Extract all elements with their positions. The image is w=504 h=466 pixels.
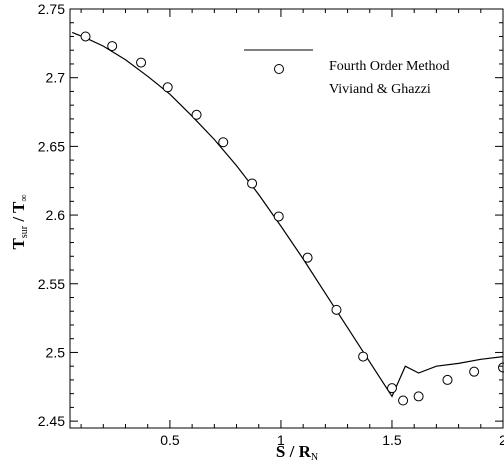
data-point-viviand-ghazzi — [80, 31, 91, 42]
data-point-viviand-ghazzi — [386, 383, 397, 394]
axes: 0.5 1 1.5 2 2.45 2.5 2.55 2.6 2.65 2.7 2.75 — [38, 1, 504, 448]
legend-marker-viviand-ghazzi — [274, 64, 284, 74]
y-tick-label: 2.7 — [46, 70, 66, 86]
x-tick-label: 1.5 — [382, 432, 402, 448]
plot-frame — [69, 8, 504, 429]
data-point-viviand-ghazzi — [358, 351, 369, 362]
x-tick-label: 2 — [499, 432, 504, 448]
y-axis-title-main1: T — [9, 237, 28, 249]
data-point-viviand-ghazzi — [218, 137, 229, 148]
y-tick-label: 2.5 — [46, 344, 66, 360]
x-axis-title: S / RN — [276, 442, 318, 463]
data-point-viviand-ghazzi — [136, 57, 147, 68]
data-point-viviand-ghazzi — [247, 178, 258, 189]
y-tick-label: 2.6 — [46, 207, 66, 223]
data-point-viviand-ghazzi — [331, 304, 342, 315]
y-axis-title-sub2: ∞ — [19, 195, 30, 202]
y-axis-title-main2: T — [9, 201, 28, 213]
y-axis-title-sub1: sur — [19, 225, 30, 238]
series-line-fourth-order-method — [71, 31, 504, 398]
data-point-viviand-ghazzi — [302, 252, 313, 263]
data-point-viviand-ghazzi — [398, 395, 409, 406]
y-tick-label: 2.45 — [38, 413, 65, 429]
x-tick-label: 0.5 — [160, 432, 180, 448]
plot-area — [71, 31, 504, 406]
y-tick-label: 2.65 — [38, 138, 65, 154]
data-point-viviand-ghazzi — [413, 391, 424, 402]
data-point-viviand-ghazzi — [107, 41, 118, 52]
y-tick-label: 2.55 — [38, 276, 65, 292]
data-point-viviand-ghazzi — [469, 366, 480, 377]
data-point-viviand-ghazzi — [162, 82, 173, 93]
y-axis-title: Tsur / T∞ — [9, 195, 30, 250]
y-axis-title-sep: / — [9, 213, 28, 226]
y-tick-label: 2.75 — [38, 1, 65, 17]
data-point-viviand-ghazzi — [273, 211, 284, 222]
x-axis-title-sub: N — [311, 452, 318, 463]
data-point-viviand-ghazzi — [191, 109, 202, 120]
legend-label-viviand-ghazzi: Viviand & Ghazzi — [329, 82, 431, 97]
x-tick-label: 1 — [277, 432, 285, 448]
data-point-viviand-ghazzi — [442, 374, 453, 385]
legend-label-fourth-order: Fourth Order Method — [329, 59, 450, 74]
x-axis-title-main: S / R — [276, 442, 312, 461]
legend: Fourth Order Method Viviand & Ghazzi — [244, 49, 450, 97]
